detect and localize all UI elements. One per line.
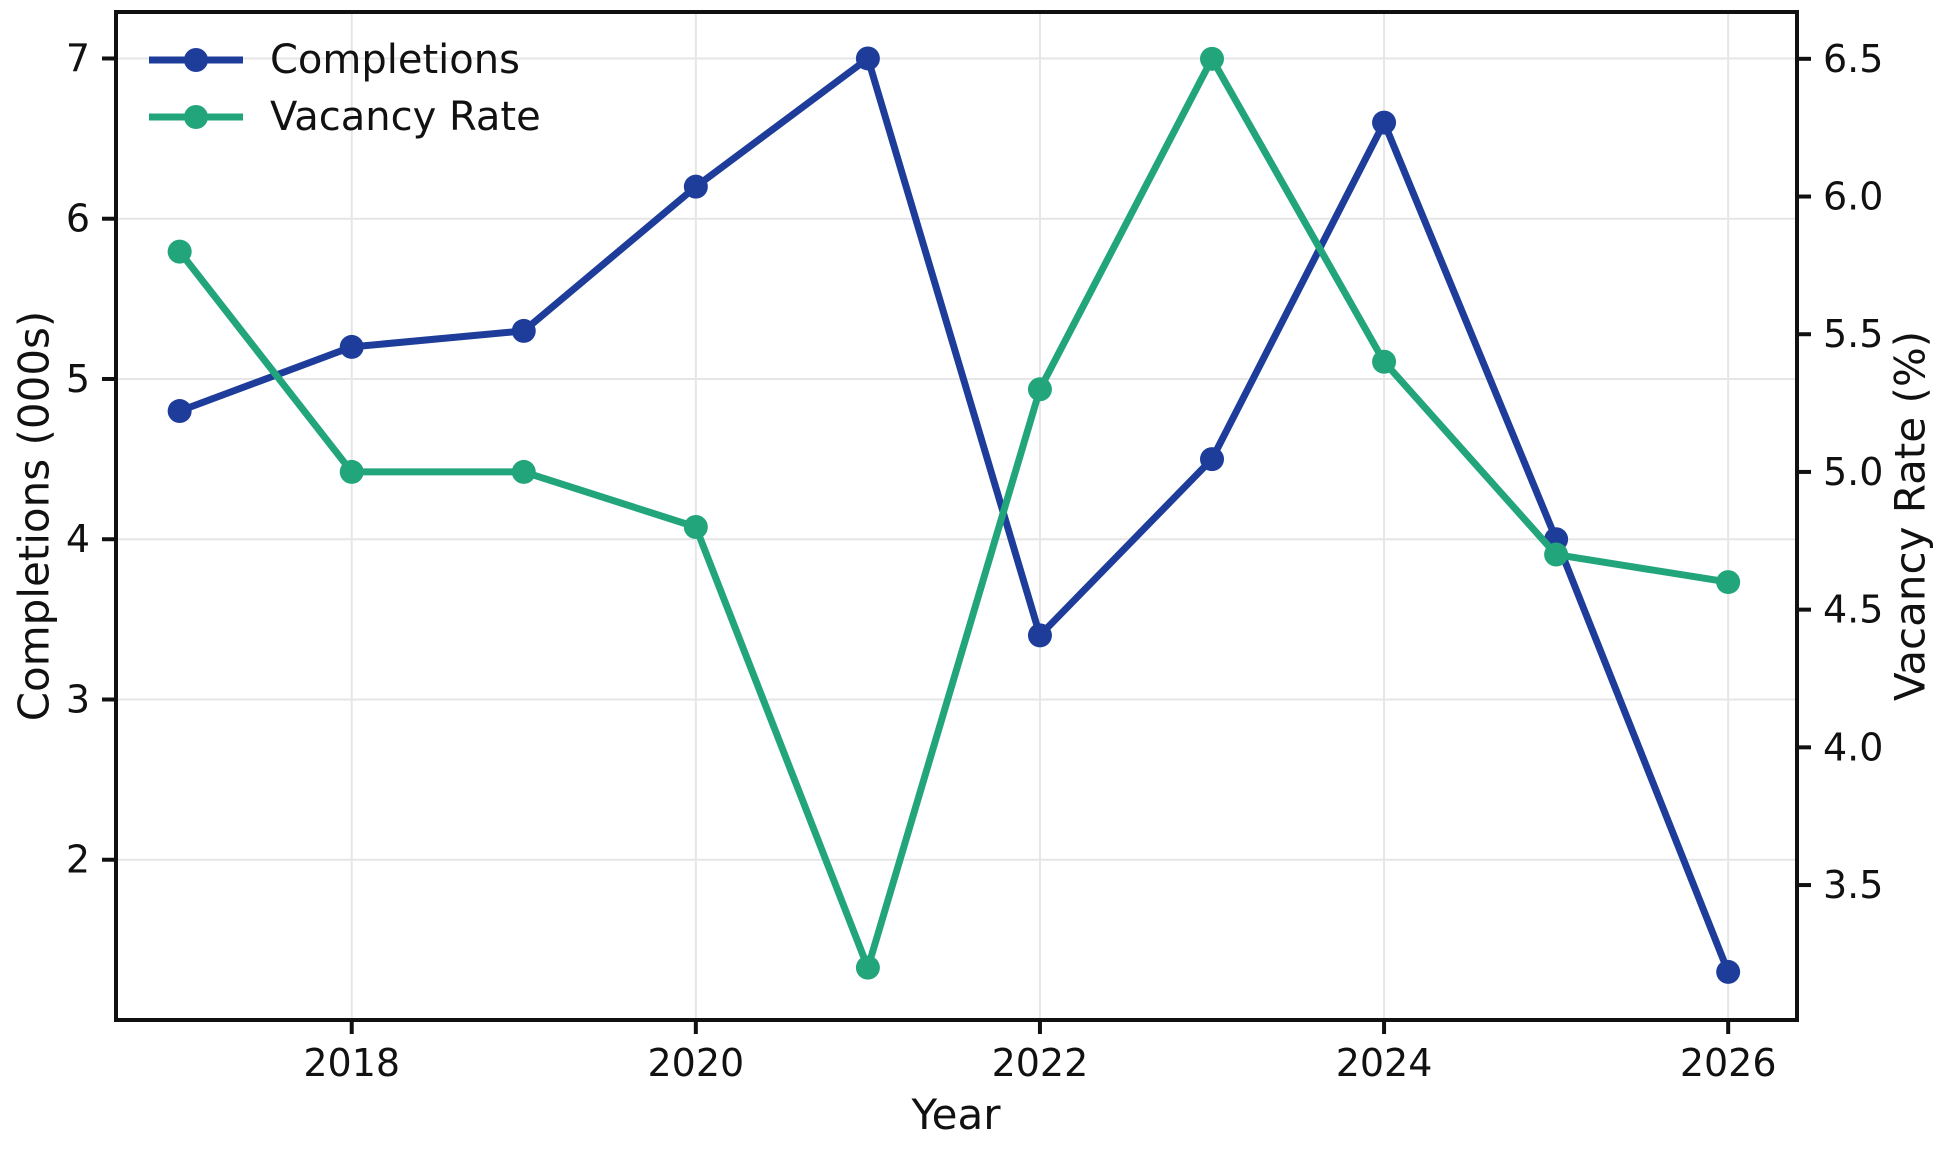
vacancy-rate-line-swatch	[149, 104, 243, 129]
completions-marker-sample	[184, 47, 208, 72]
vacancy-rate-marker	[1544, 542, 1569, 567]
left-axis-tick-label: 5	[66, 357, 90, 401]
x-axis-tick-label: 2022	[992, 1041, 1089, 1085]
vacancy-rate-marker	[1200, 46, 1225, 71]
completions-marker	[683, 174, 708, 199]
right-axis-tick-label: 4.0	[1823, 725, 1883, 769]
vacancy-rate-marker	[1027, 377, 1052, 402]
right-axis-tick-label: 3.5	[1823, 863, 1883, 907]
left-axis-tick-label: 3	[66, 677, 90, 721]
completions-marker	[1372, 110, 1397, 135]
plot-border	[114, 10, 1799, 1022]
right-axis-tick-label: 4.5	[1823, 588, 1883, 632]
x-axis-title: Year	[911, 1090, 1001, 1139]
legend-item-vacancy-rate: Vacancy Rate	[146, 88, 541, 145]
right-axis-tick-label: 5.5	[1823, 312, 1883, 356]
completions-marker	[1027, 623, 1052, 648]
completions-marker	[339, 334, 364, 359]
completions-line-swatch	[149, 47, 243, 72]
vacancy-rate-marker	[683, 515, 708, 540]
completions-marker	[167, 399, 192, 424]
right-axis-tick-label: 6.5	[1823, 37, 1883, 81]
left-axis-tick-label: 7	[66, 36, 90, 80]
legend-label-vacancy-rate: Vacancy Rate	[270, 93, 541, 140]
vacancy-rate-marker	[167, 239, 192, 264]
x-axis-tick-label: 2018	[303, 1041, 400, 1085]
x-axis-tick-label: 2020	[647, 1041, 744, 1085]
right-axis-tick-label: 5.0	[1823, 450, 1883, 494]
x-axis-tick-label: 2026	[1680, 1041, 1777, 1085]
completions-marker	[1716, 959, 1741, 984]
vacancy-rate-marker	[339, 459, 364, 484]
left-axis-tick-label: 4	[66, 517, 90, 561]
vacancy-rate-line	[176, 55, 1732, 972]
vacancy-rate-marker	[1372, 349, 1397, 374]
completions-line	[176, 55, 1732, 976]
left-axis-tick-label: 2	[66, 838, 90, 882]
completions-marker	[1200, 447, 1225, 472]
vacancy-rate-marker	[511, 459, 536, 484]
left-axis-tick-label: 6	[66, 197, 90, 241]
vacancy-rate-marker	[1716, 570, 1741, 595]
completions-marker	[855, 46, 880, 71]
vacancy-rate-marker-sample	[184, 104, 208, 129]
left-axis-title: Completions (000s)	[9, 310, 59, 722]
right-axis-tick-label: 6.0	[1823, 175, 1883, 219]
legend-label-completions: Completions	[270, 36, 520, 83]
x-axis-tick-label: 2024	[1336, 1041, 1433, 1085]
legend: Completions Vacancy Rate	[146, 31, 541, 145]
completions-marker	[511, 318, 536, 343]
vacancy-rate-marker	[855, 955, 880, 980]
right-axis-title: Vacancy Rate (%)	[1885, 330, 1935, 702]
legend-item-completions: Completions	[146, 31, 541, 88]
